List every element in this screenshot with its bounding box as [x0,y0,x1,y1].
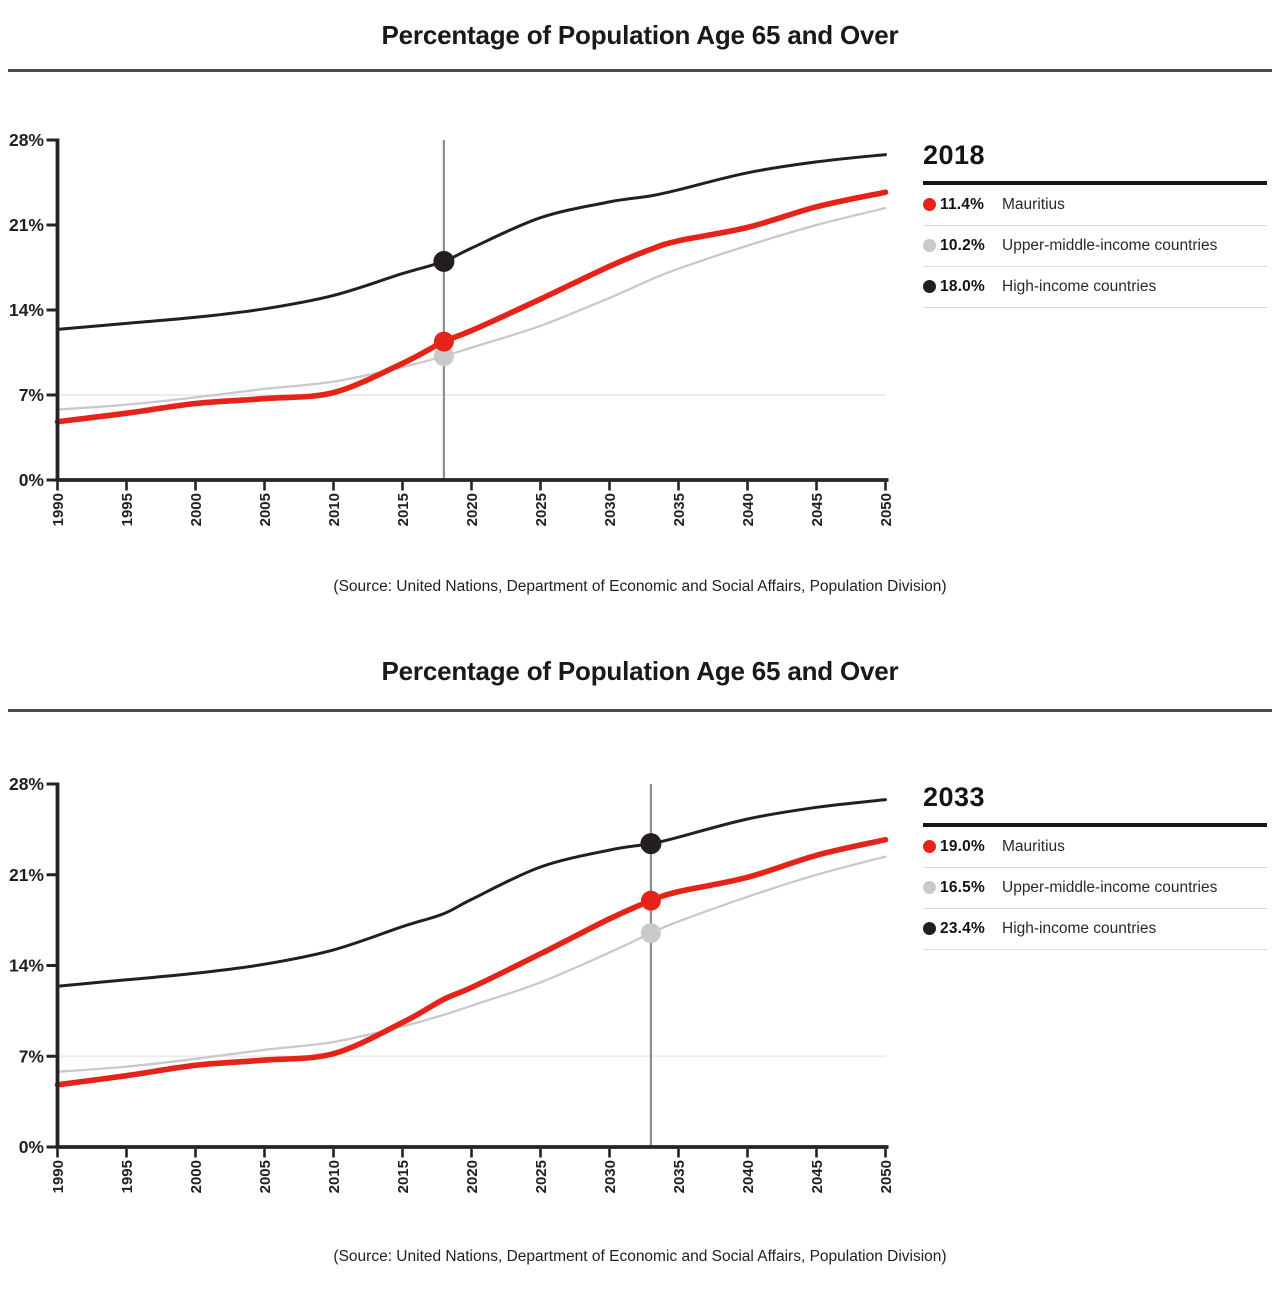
series-line-upper_middle [56,206,887,411]
x-tick-label-2005: 2005 [257,1160,274,1193]
y-tick-label-28: 28% [9,774,44,794]
x-tick-label-2010: 2010 [326,1160,343,1193]
y-tick-label-0: 0% [19,1137,45,1157]
chart-1-source-note: (Source: United Nations, Department of E… [333,578,947,595]
x-tick-label-2035: 2035 [671,1160,688,1193]
legend-label: Mauritius [1002,195,1065,213]
legend-label: High-income countries [1002,919,1157,937]
legend-label: High-income countries [1002,277,1157,295]
x-tick-label-2050: 2050 [878,1160,895,1193]
x-tick-label-2040: 2040 [740,1160,757,1193]
x-tick-label-1990: 1990 [50,1160,67,1193]
legend-value: 19.0% [940,837,985,855]
x-tick-label-2005: 2005 [257,493,274,526]
marker-dot-upper_middle [640,923,661,944]
x-tick-label-1990: 1990 [50,493,67,526]
legend-value: 23.4% [940,919,985,937]
legend-label: Mauritius [1002,837,1065,855]
legend-value: 11.4% [940,195,985,213]
chart-2-plot-area: 0% 7% 14% 21% 28% 1990 1995 2000 2005 2010 2015 202… [0,736,920,1245]
legend-value: 10.2% [940,236,985,254]
legend-label: Upper-middle-income countries [1002,878,1218,896]
series-line-high_income [56,153,887,331]
chart-2-title-rule [8,709,1272,712]
legend-dot-icon [923,840,936,853]
legend-heading-rule [923,823,1267,827]
chart-2-title: Percentage of Population Age 65 and Over [381,656,899,686]
legend-item-high-income: 18.0% High-income countries [923,267,1267,308]
x-tick-label-2010: 2010 [326,493,343,526]
legend-year-heading: 2018 [923,140,986,170]
x-tick-label-2045: 2045 [809,1160,826,1193]
legend-heading-rule [923,181,1267,185]
series-line-mauritius [54,836,889,1088]
x-tick-label-2000: 2000 [188,493,205,526]
x-tick-label-2015: 2015 [395,1160,412,1193]
legend-year-heading: 2033 [923,782,986,812]
y-tick-label-28: 28% [9,130,44,150]
y-tick-label-21: 21% [9,215,44,235]
marker-dot-high_income [640,833,662,855]
x-tick-label-2015: 2015 [395,493,412,526]
y-tick-label-14: 14% [9,300,44,320]
y-tick-label-21: 21% [9,865,44,885]
chart-1-title-rule [8,69,1272,72]
x-tick-label-2040: 2040 [740,493,757,526]
x-tick-label-2000: 2000 [188,1160,205,1193]
y-tick-label-14: 14% [9,956,44,976]
series-line-mauritius [54,189,889,425]
legend-dot-icon [923,881,936,894]
chart-1-title: Percentage of Population Age 65 and Over [381,20,899,50]
series-line-upper_middle [56,855,887,1073]
marker-dot-upper_middle [433,346,454,367]
chart-2-canvas: 0% 7% 14% 21% 28% 1990 1995 2000 2005 2010 2015 202… [9,774,895,1193]
legend-dot-icon [923,198,936,211]
legend-value: 16.5% [940,878,985,896]
x-tick-label-2025: 2025 [533,493,550,526]
legend-dot-icon [923,922,936,935]
x-tick-label-2035: 2035 [671,493,688,526]
marker-dot-mauritius [433,331,454,352]
x-tick-label-1995: 1995 [119,493,136,526]
x-tick-label-2030: 2030 [602,1160,619,1193]
x-tick-label-1995: 1995 [119,1160,136,1193]
marker-dot-mauritius [640,890,661,911]
legend-item-upper-middle: 16.5% Upper-middle-income countries [923,868,1267,909]
legend-item-upper-middle: 10.2% Upper-middle-income countries [923,226,1267,267]
chart-1-plot-area: 0% 7% 14% 21% 28% 1990 1995 2000 2005 2010 2015 202… [0,96,920,575]
x-tick-label-2045: 2045 [809,493,826,526]
y-tick-label-7: 7% [19,385,45,405]
marker-dot-high_income [433,250,455,272]
x-tick-label-2050: 2050 [878,493,895,526]
legend-dot-icon [923,239,936,252]
y-tick-label-0: 0% [19,470,45,490]
series-line-high_income [56,798,887,988]
legend-item-high-income: 23.4% High-income countries [923,909,1267,950]
x-tick-label-2025: 2025 [533,1160,550,1193]
legend-label: Upper-middle-income countries [1002,236,1218,254]
x-tick-label-2020: 2020 [464,1160,481,1193]
chart-1-legend-panel: 2018 11.4% Mauritius 10.2% Upper-middle-… [923,142,1267,308]
x-tick-label-2030: 2030 [602,493,619,526]
chart-1-canvas: 0% 7% 14% 21% 28% 1990 1995 2000 2005 2010 2015 202… [9,130,895,526]
legend-item-mauritius: 11.4% Mauritius [923,185,1267,226]
x-tick-label-2020: 2020 [464,493,481,526]
chart-2-source-note: (Source: United Nations, Department of E… [333,1248,947,1265]
chart-2-legend-panel: 2033 19.0% Mauritius 16.5% Upper-middle-… [923,784,1267,950]
y-tick-label-7: 7% [19,1046,45,1066]
legend-dot-icon [923,280,936,293]
legend-item-mauritius: 19.0% Mauritius [923,827,1267,868]
legend-value: 18.0% [940,277,985,295]
